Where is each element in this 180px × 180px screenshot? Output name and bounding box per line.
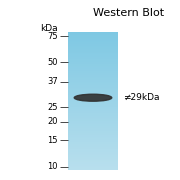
Ellipse shape bbox=[74, 94, 112, 101]
Text: ≠29kDa: ≠29kDa bbox=[123, 93, 159, 102]
Text: 75: 75 bbox=[47, 32, 58, 41]
Text: Western Blot: Western Blot bbox=[93, 8, 165, 18]
Text: 37: 37 bbox=[47, 77, 58, 86]
Text: 50: 50 bbox=[48, 58, 58, 67]
Text: kDa: kDa bbox=[40, 24, 58, 33]
Text: 20: 20 bbox=[48, 117, 58, 126]
Text: 25: 25 bbox=[48, 103, 58, 112]
Text: 15: 15 bbox=[48, 136, 58, 145]
Text: 10: 10 bbox=[48, 162, 58, 171]
